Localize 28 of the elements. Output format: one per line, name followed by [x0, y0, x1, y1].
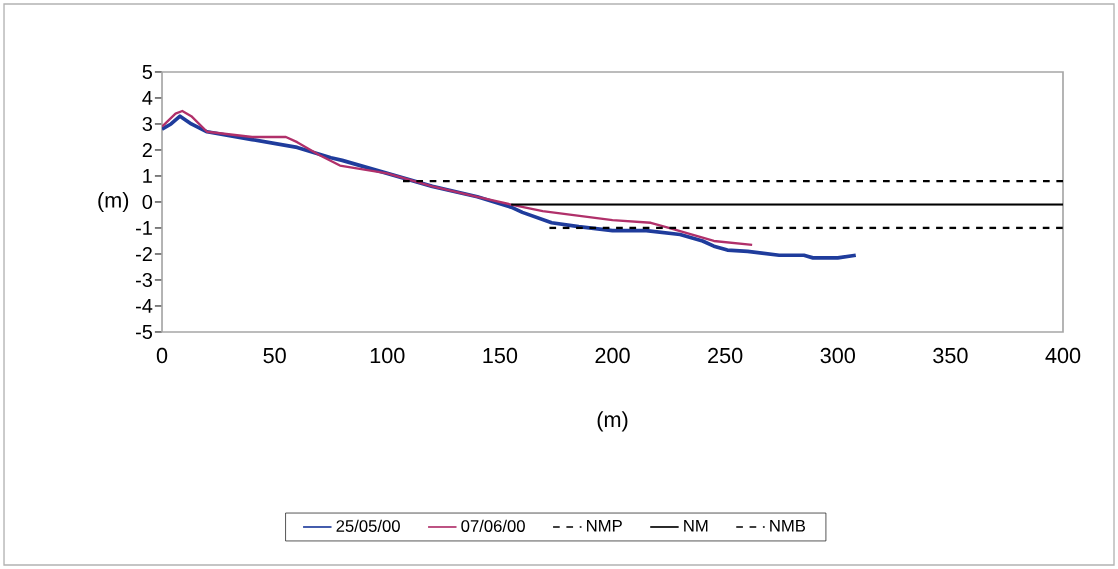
x-tick-label: 100	[370, 347, 405, 364]
legend-label: NM	[684, 520, 708, 532]
y-tick-label: -4	[136, 299, 153, 313]
y-tick-label: 1	[143, 169, 152, 183]
y-axis-title: (m)	[98, 191, 129, 213]
x-tick-label: 350	[933, 347, 968, 364]
x-tick-label: 0	[156, 347, 168, 364]
y-tick-label: 0	[142, 194, 153, 210]
x-axis-title: (m)	[597, 411, 628, 432]
y-tick-label: -1	[136, 221, 152, 235]
legend-label: NMB	[770, 520, 806, 532]
legend-label: 07/06/00	[461, 519, 525, 532]
y-tick-label: -3	[136, 272, 153, 288]
x-tick-label: 400	[1045, 347, 1081, 364]
y-tick-label: 3	[142, 116, 153, 132]
legend-label: NMP	[587, 520, 622, 532]
y-tick-label: 5	[142, 65, 153, 79]
x-tick-label: 250	[708, 347, 743, 364]
y-tick-label: -2	[136, 247, 152, 261]
x-tick-label: 300	[820, 347, 855, 364]
line-series	[162, 109, 754, 247]
x-tick-label: 50	[263, 347, 286, 364]
y-tick-label: 2	[142, 143, 152, 157]
legend-label: 25/05/00	[336, 519, 400, 532]
y-tick-label: -5	[136, 325, 153, 339]
x-tick-label: 200	[595, 347, 630, 364]
x-tick-label: 150	[483, 347, 518, 364]
y-tick-label: 4	[142, 91, 153, 105]
